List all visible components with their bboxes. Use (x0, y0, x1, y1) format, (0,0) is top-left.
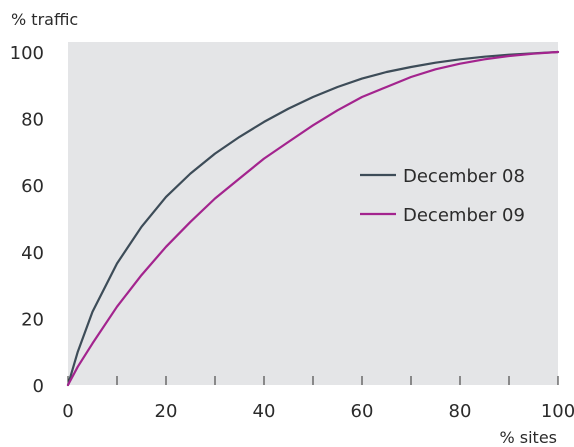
y-tick-label: 40 (21, 243, 44, 264)
x-tick-label: 0 (62, 401, 73, 422)
plot-area (68, 42, 558, 385)
y-tick-label: 0 (33, 376, 44, 397)
y-tick-label: 100 (10, 43, 44, 64)
x-tick-label: 80 (449, 401, 472, 422)
y-tick-label: 20 (21, 309, 44, 330)
x-axis-title: % sites (499, 428, 557, 447)
x-tick-label: 60 (351, 401, 374, 422)
legend-label-2: December 09 (403, 205, 525, 226)
series-line-1 (66, 50, 560, 387)
series-layer (66, 50, 560, 387)
legend-label-1: December 08 (403, 166, 525, 187)
y-tick-label: 60 (21, 176, 44, 197)
x-tick-label: 40 (253, 401, 276, 422)
series-line-2 (66, 50, 560, 387)
legend: December 08 December 09 (360, 166, 525, 226)
x-tick-label: 100 (541, 401, 574, 422)
y-axis-title: % traffic (11, 10, 78, 29)
y-tick-label: 80 (21, 110, 44, 131)
x-tick-label: 20 (155, 401, 178, 422)
